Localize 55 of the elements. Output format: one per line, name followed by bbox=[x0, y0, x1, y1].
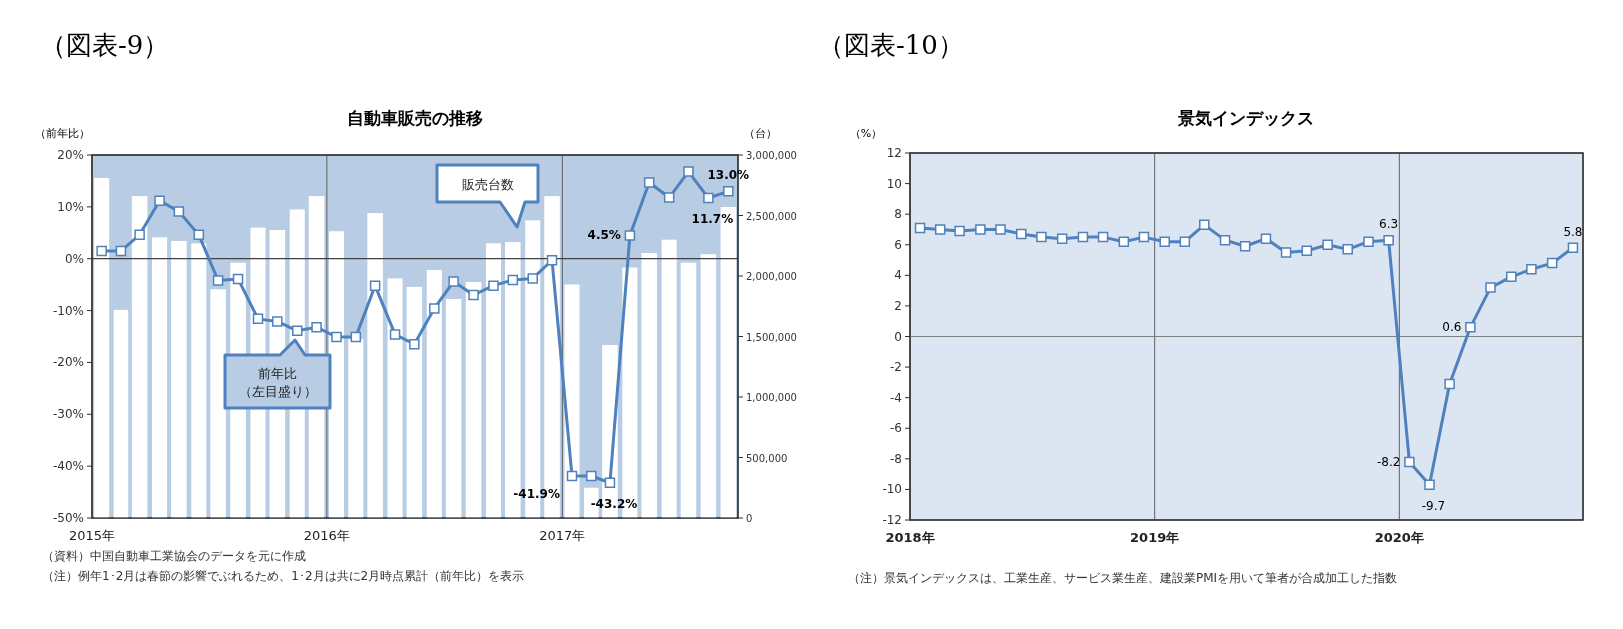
y2-tick-label: 500,000 bbox=[746, 452, 788, 464]
text: （図表-9） bbox=[40, 30, 170, 60]
data-label: 5.8 bbox=[1563, 224, 1583, 239]
data-label: -41.9% bbox=[513, 487, 560, 501]
y-tick-label: -20% bbox=[52, 355, 84, 370]
text: （資料）中国自動車工業協会のデータを元に作成 bbox=[42, 549, 306, 563]
text: （図表-10） bbox=[818, 30, 964, 60]
annotation: 前年比（左目盛り） bbox=[238, 366, 317, 399]
y-tick-label: -12 bbox=[882, 513, 902, 527]
data-label: 6.3 bbox=[1379, 217, 1399, 232]
y-tick-label: -10% bbox=[52, 303, 84, 318]
y-tick-label: -4 bbox=[890, 390, 902, 405]
data-label: -9.7 bbox=[1421, 498, 1446, 513]
y-tick-label: 20% bbox=[57, 148, 84, 162]
data-label: 4.5% bbox=[587, 228, 621, 243]
y-tick-label: 2 bbox=[894, 298, 902, 313]
data-label: -43.2% bbox=[590, 496, 638, 511]
chart-title: 自動車販売の推移 bbox=[347, 108, 483, 128]
data-label: 0.6 bbox=[1442, 320, 1462, 335]
y-tick-label: 10% bbox=[57, 199, 84, 214]
y2-tick-label: 0 bbox=[746, 513, 753, 524]
y2-tick-label: 2,500,000 bbox=[746, 210, 797, 222]
chart-title: 景気インデックス bbox=[1177, 108, 1314, 128]
y-tick-label: 6 bbox=[894, 237, 902, 252]
x-tick-label: 2020年 bbox=[1374, 530, 1424, 545]
y2-tick-label: 2,000,000 bbox=[746, 271, 797, 282]
y2-tick-label: 1,000,000 bbox=[746, 392, 797, 403]
y-tick-label: -40% bbox=[52, 459, 84, 474]
y-tick-label: 8 bbox=[894, 207, 902, 222]
y-tick-label: -6 bbox=[890, 421, 902, 436]
x-tick-label: 2016年 bbox=[303, 528, 350, 543]
y-tick-label: 0 bbox=[894, 329, 902, 344]
y-tick-label: -30% bbox=[52, 407, 84, 422]
y-tick-label: 4 bbox=[894, 268, 902, 283]
data-label: 11.7% bbox=[691, 212, 734, 227]
x-tick-label: 2018年 bbox=[885, 530, 935, 545]
x-tick-label: 2017年 bbox=[539, 528, 586, 543]
y-tick-label: -50% bbox=[52, 511, 84, 525]
text: （注）景気インデックスは、工業生産、サービス業生産、建設業PMIを用いて筆者が合成加工した指数 bbox=[848, 571, 1398, 585]
y2-axis-title: （台） bbox=[743, 127, 777, 140]
y-axis-title: （%） bbox=[849, 127, 883, 140]
y2-tick-label: 1,500,000 bbox=[746, 331, 797, 343]
y-tick-label: -8 bbox=[890, 451, 902, 466]
annotation: 販売台数 bbox=[461, 176, 514, 192]
x-tick-label: 2015年 bbox=[68, 528, 116, 543]
y-tick-label: 12 bbox=[886, 146, 902, 160]
y-tick-label: -2 bbox=[890, 360, 902, 375]
y-tick-label: 0% bbox=[64, 251, 84, 266]
data-label: -8.2 bbox=[1376, 454, 1401, 469]
y-tick-label: -10 bbox=[882, 482, 902, 497]
y2-tick-label: 3,000,000 bbox=[746, 150, 797, 161]
y-axis-title: （前年比） bbox=[34, 127, 90, 140]
y-tick-label: 10 bbox=[886, 176, 902, 191]
x-tick-label: 2019年 bbox=[1130, 530, 1180, 545]
text: （注）例年1･2月は春節の影響でぶれるため、1･2月は共に2月時点累計（前年比）を表示 bbox=[42, 569, 525, 583]
